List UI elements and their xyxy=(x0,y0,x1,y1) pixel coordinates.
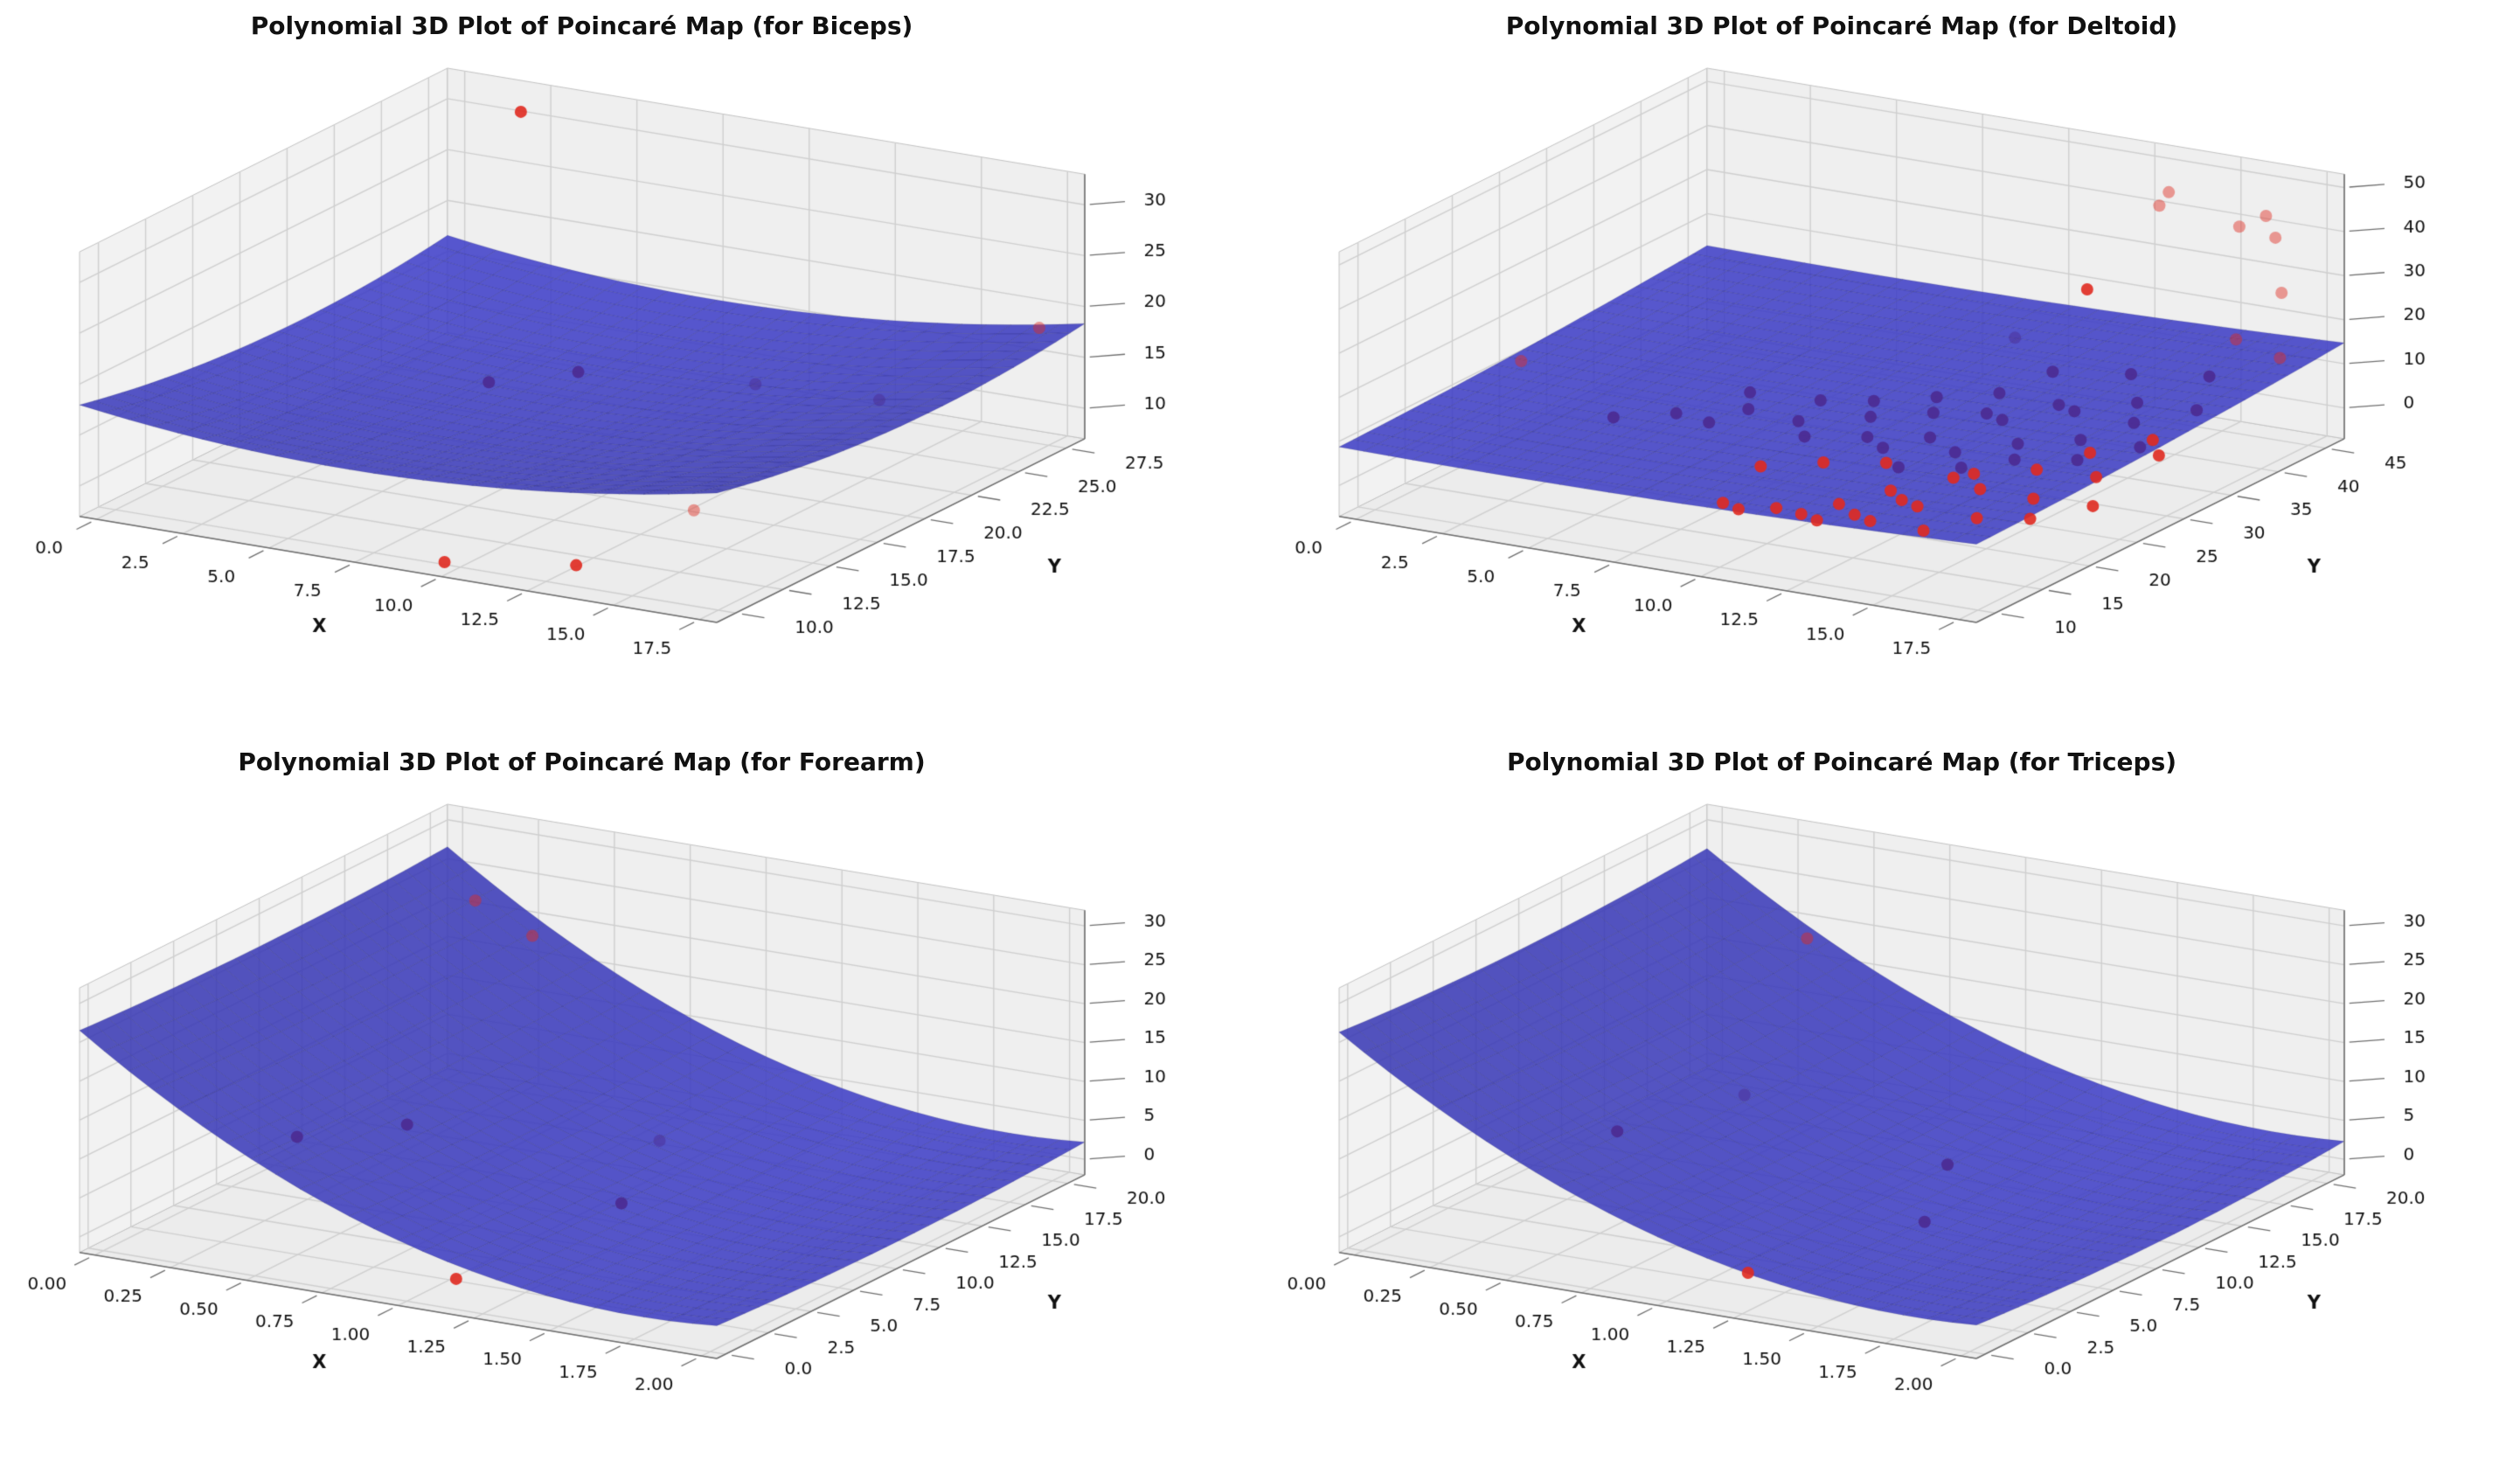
panel-deltoid: Polynomial 3D Plot of Poincaré Map (for … xyxy=(1260,0,2520,736)
plot-title-triceps: Polynomial 3D Plot of Poincaré Map (for … xyxy=(1506,747,2177,776)
plot-title-forearm: Polynomial 3D Plot of Poincaré Map (for … xyxy=(238,747,926,776)
panel-triceps: Polynomial 3D Plot of Poincaré Map (for … xyxy=(1260,736,2520,1473)
plot-canvas-triceps xyxy=(1287,780,2493,1453)
panel-biceps: Polynomial 3D Plot of Poincaré Map (for … xyxy=(0,0,1260,736)
panel-forearm: Polynomial 3D Plot of Poincaré Map (for … xyxy=(0,736,1260,1473)
plot-title-deltoid: Polynomial 3D Plot of Poincaré Map (for … xyxy=(1505,11,2178,40)
plot-canvas-biceps xyxy=(26,44,1233,717)
plot-title-biceps: Polynomial 3D Plot of Poincaré Map (for … xyxy=(250,11,913,40)
plot-canvas-forearm xyxy=(26,780,1233,1453)
plot-canvas-deltoid xyxy=(1287,44,2493,717)
